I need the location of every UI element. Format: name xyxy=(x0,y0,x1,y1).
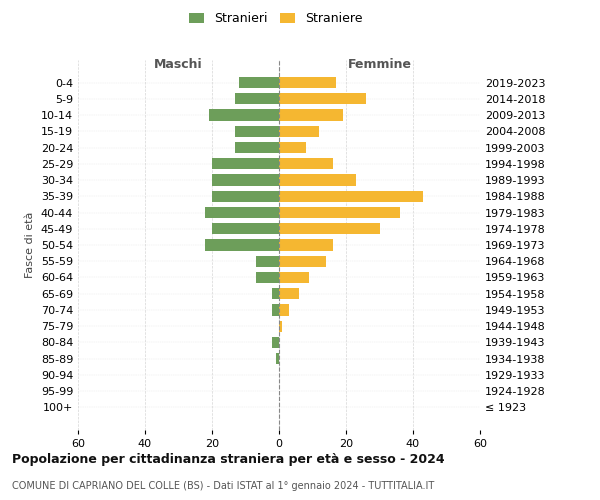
Bar xyxy=(279,320,283,332)
Bar xyxy=(256,272,279,283)
Bar xyxy=(235,126,279,137)
Bar xyxy=(212,223,279,234)
Bar xyxy=(279,240,332,250)
Bar xyxy=(212,158,279,170)
Bar xyxy=(279,272,309,283)
Bar xyxy=(279,223,380,234)
Bar xyxy=(272,337,279,348)
Bar xyxy=(209,110,279,120)
Bar xyxy=(205,240,279,250)
Bar xyxy=(279,304,289,316)
Bar xyxy=(279,77,336,88)
Bar xyxy=(279,207,400,218)
Bar xyxy=(239,77,279,88)
Text: COMUNE DI CAPRIANO DEL COLLE (BS) - Dati ISTAT al 1° gennaio 2024 - TUTTITALIA.I: COMUNE DI CAPRIANO DEL COLLE (BS) - Dati… xyxy=(12,481,434,491)
Bar xyxy=(272,288,279,300)
Bar xyxy=(212,174,279,186)
Bar xyxy=(279,288,299,300)
Text: Maschi: Maschi xyxy=(154,58,203,71)
Bar xyxy=(235,142,279,153)
Bar xyxy=(235,93,279,104)
Bar xyxy=(279,190,423,202)
Legend: Stranieri, Straniere: Stranieri, Straniere xyxy=(185,8,367,29)
Y-axis label: Fasce di età: Fasce di età xyxy=(25,212,35,278)
Bar xyxy=(279,93,366,104)
Text: Popolazione per cittadinanza straniera per età e sesso - 2024: Popolazione per cittadinanza straniera p… xyxy=(12,452,445,466)
Bar xyxy=(279,126,319,137)
Bar xyxy=(279,110,343,120)
Bar xyxy=(279,256,326,267)
Bar xyxy=(275,353,279,364)
Bar xyxy=(212,190,279,202)
Bar xyxy=(279,158,332,170)
Bar xyxy=(272,304,279,316)
Text: Femmine: Femmine xyxy=(347,58,412,71)
Bar xyxy=(279,142,306,153)
Bar xyxy=(279,174,356,186)
Bar xyxy=(256,256,279,267)
Bar xyxy=(205,207,279,218)
